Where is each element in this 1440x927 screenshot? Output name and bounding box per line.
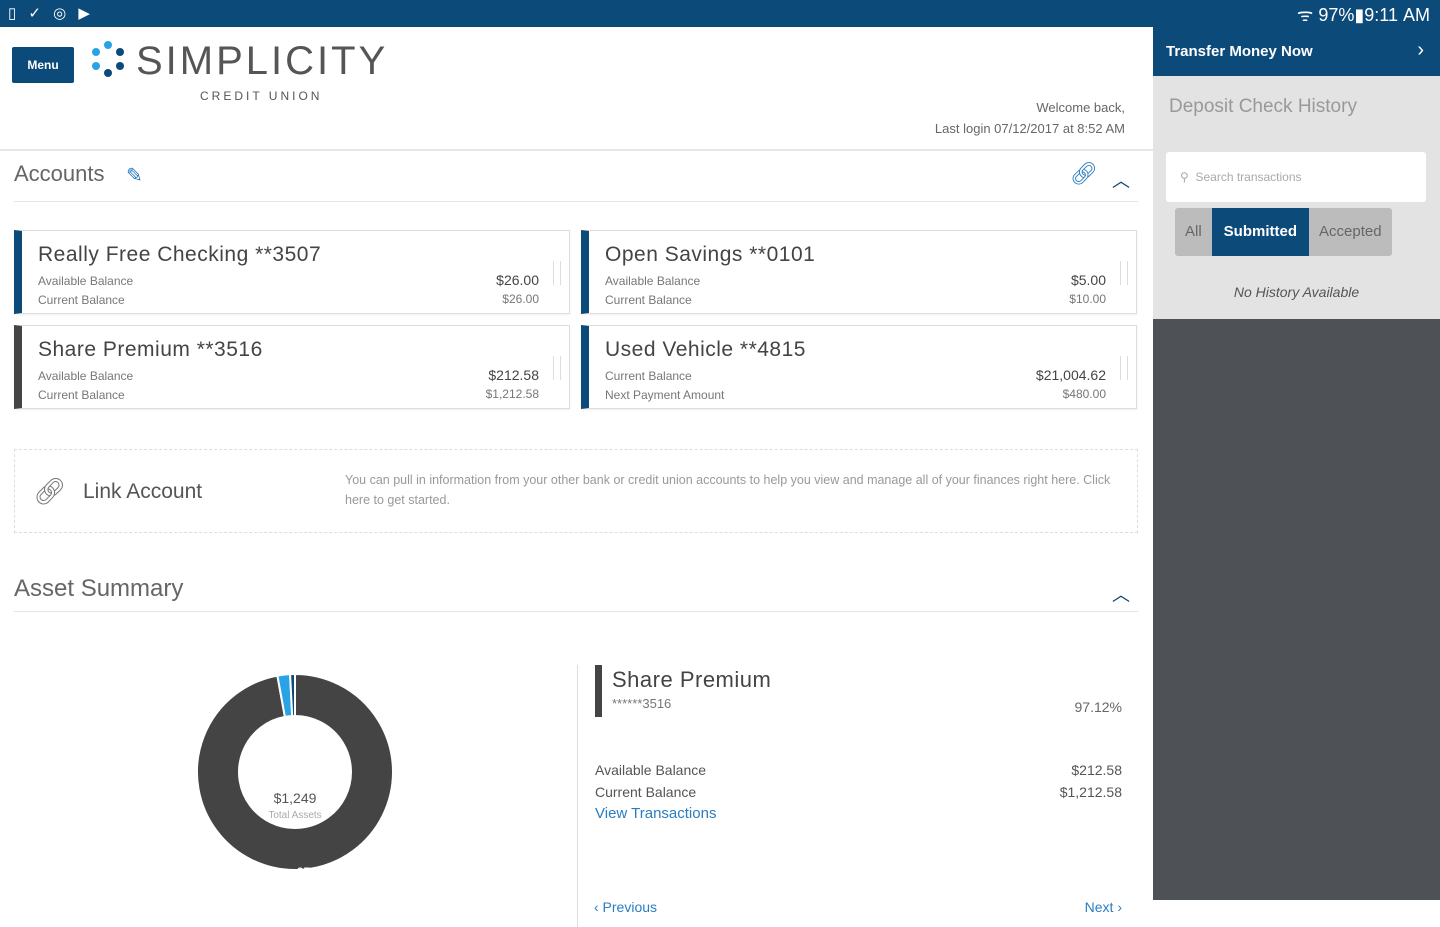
drag-handle-icon[interactable] — [1120, 356, 1128, 380]
view-transactions-link[interactable]: View Transactions — [595, 805, 717, 822]
link-chain-icon: 🔗︎ — [33, 476, 67, 506]
asset-detail-panel: Share Premium ******3516 97.12% Availabl… — [577, 665, 1137, 927]
value: $212.58 — [1071, 762, 1122, 778]
balance-label: Current Balance — [605, 369, 692, 383]
transfer-money-now-button[interactable]: Transfer Money Now › — [1153, 27, 1440, 76]
balance-label: Current Balance — [38, 388, 125, 402]
current-balance-row: Current Balance $1,212.58 — [595, 784, 1122, 800]
edit-pencil-icon[interactable]: ✎ — [126, 165, 143, 187]
balance-label: Current Balance — [605, 293, 692, 307]
link-account-label: Link Account — [83, 480, 203, 503]
asset-account-number: ******3516 — [612, 696, 672, 711]
collapse-accounts-chevron-icon[interactable]: ︿ — [1112, 171, 1130, 191]
filter-all[interactable]: All — [1175, 208, 1212, 256]
battery-icon: ▮ — [1354, 5, 1365, 25]
balance-value: $1,212.58 — [485, 387, 539, 401]
search-transactions-input[interactable]: ⚲ Search transactions — [1166, 152, 1426, 202]
welcome-message: Welcome back, Last login 07/12/2017 at 8… — [935, 97, 1125, 139]
previous-button[interactable]: ‹ Previous — [594, 899, 658, 915]
balance-label: Available Balance — [38, 369, 134, 383]
balance-label: Current Balance — [38, 293, 125, 307]
asset-percent: 97.12% — [1074, 699, 1122, 715]
balance-value: $10.00 — [1069, 292, 1106, 306]
link-chain-icon[interactable]: 🔗︎ — [1070, 161, 1098, 186]
balance-label: Available Balance — [38, 274, 134, 288]
wifi-icon: ᯤ — [1296, 5, 1319, 25]
account-card-share-premium[interactable]: Share Premium **3516 Available Balance C… — [14, 325, 570, 409]
transfer-label: Transfer Money Now — [1166, 43, 1313, 60]
link-account-description: You can pull in information from your ot… — [345, 473, 1111, 507]
welcome-text: Welcome back, — [1036, 100, 1125, 115]
label: Current Balance — [595, 784, 697, 800]
clock: 9:11 AM — [1364, 5, 1430, 25]
logo-subtitle: CREDIT UNION — [200, 89, 323, 103]
asset-color-bar — [595, 665, 602, 717]
asset-name: Share Premium — [612, 667, 772, 692]
drag-handle-icon[interactable] — [553, 261, 561, 285]
filter-submitted[interactable]: Submitted — [1211, 208, 1310, 256]
donut-slice-open-savings[interactable] — [289, 672, 296, 718]
deposit-check-history-panel: Deposit Check History ⚲ Search transacti… — [1153, 76, 1440, 319]
asset-donut-chart: $1,249 Total Assets 97% — [196, 672, 394, 879]
collapse-asset-summary-chevron-icon[interactable]: ︿ — [1112, 585, 1130, 605]
empty-state: No History Available — [1233, 284, 1360, 300]
main-content: Menu SIMPLICITY CREDIT UNION Welcome bac… — [0, 27, 1153, 927]
balance-value: $5.00 — [1070, 272, 1106, 288]
donut-slice-share-premium[interactable] — [196, 672, 394, 871]
accounts-title: Accounts — [14, 161, 105, 186]
balance-value: $21,004.62 — [1035, 367, 1106, 383]
balance-value: $26.00 — [502, 292, 539, 306]
search-placeholder: Search transactions — [1195, 170, 1302, 184]
drag-handle-icon[interactable] — [553, 356, 561, 380]
account-card-used-vehicle[interactable]: Used Vehicle **4815 Current Balance Next… — [581, 325, 1137, 409]
balance-label: Next Payment Amount — [605, 388, 725, 402]
asset-summary-title: Asset Summary — [14, 575, 184, 602]
last-login: Last login 07/12/2017 at 8:52 AM — [934, 121, 1125, 136]
available-balance-row: Available Balance $212.58 — [595, 762, 1122, 778]
logo-dots-icon — [92, 41, 124, 77]
next-button[interactable]: Next › — [1084, 899, 1122, 915]
donut-total-label: Total Assets — [268, 810, 321, 821]
account-name: Used Vehicle **4815 — [605, 338, 806, 361]
menu-button[interactable]: Menu — [12, 47, 74, 83]
status-filter: All Submitted Accepted — [1175, 208, 1392, 256]
link-account-banner[interactable]: 🔗︎ Link Account You can pull in informat… — [14, 449, 1138, 533]
drag-handle-icon[interactable] — [1120, 261, 1128, 285]
right-sidebar: Transfer Money Now › Deposit Check Histo… — [1153, 27, 1440, 900]
balance-value: $26.00 — [496, 272, 539, 288]
chevron-right-icon: › — [1417, 39, 1424, 61]
balance-value: $212.58 — [488, 367, 539, 383]
label: Available Balance — [595, 762, 707, 778]
account-name: Share Premium **3516 — [38, 338, 263, 361]
deposit-history-title: Deposit Check History — [1169, 96, 1357, 117]
logo-name: SIMPLICITY — [136, 39, 389, 83]
battery-level: 97% — [1318, 5, 1355, 25]
search-icon: ⚲ — [1180, 170, 1193, 184]
donut-total: $1,249 — [274, 790, 317, 806]
divider — [14, 611, 1138, 612]
balance-label: Available Balance — [605, 274, 701, 288]
donut-slice-label: 97% — [297, 865, 321, 879]
filter-accepted[interactable]: Accepted — [1309, 208, 1392, 256]
divider — [14, 201, 1138, 202]
account-card-savings[interactable]: Open Savings **0101 Available Balance Cu… — [581, 230, 1137, 314]
account-name: Open Savings **0101 — [605, 243, 816, 266]
account-card-checking[interactable]: Really Free Checking **3507 Available Ba… — [14, 230, 570, 314]
balance-value: $480.00 — [1062, 387, 1106, 401]
status-bar: ▯ ✓ ◎ ▶ ᯤ 97%▮9:11 AM — [0, 0, 1440, 27]
notification-icons: ▯ ✓ ◎ ▶ — [8, 5, 94, 22]
divider — [0, 149, 1153, 151]
value: $1,212.58 — [1059, 784, 1122, 800]
account-name: Really Free Checking **3507 — [38, 243, 322, 266]
